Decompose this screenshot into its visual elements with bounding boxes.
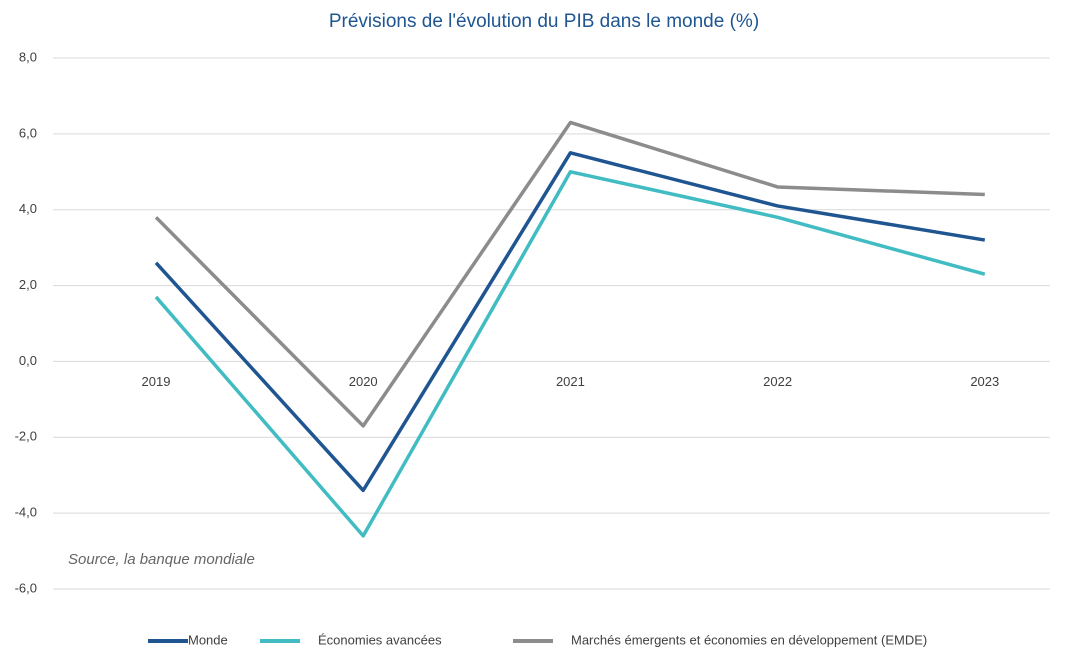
line-series: [154, 151, 986, 493]
line-series: [154, 120, 985, 428]
x-tick-label: 2021: [556, 374, 585, 389]
legend-label: Monde: [188, 632, 228, 647]
y-tick-label: -2,0: [15, 429, 37, 444]
legend-label: Marchés émergents et économies en dévelo…: [571, 632, 927, 647]
y-tick-label: 4,0: [19, 201, 37, 216]
y-tick-label: 0,0: [19, 353, 37, 368]
y-tick-label: 6,0: [19, 125, 37, 140]
annotation: Source, la banque mondiale: [68, 551, 255, 568]
y-tick-label: 8,0: [19, 49, 37, 64]
x-tick-label: 2023: [970, 374, 999, 389]
x-tick-label: 2022: [763, 374, 792, 389]
y-tick-label: -4,0: [15, 505, 37, 520]
x-tick-label: 2020: [349, 374, 378, 389]
legend-label: Économies avancées: [318, 632, 442, 647]
y-tick-label: -6,0: [15, 580, 37, 595]
y-tick-label: 2,0: [19, 277, 37, 292]
x-tick-label: 2019: [142, 374, 171, 389]
chart-title: Prévisions de l'évolution du PIB dans le…: [329, 11, 759, 32]
line-series: [154, 170, 986, 538]
